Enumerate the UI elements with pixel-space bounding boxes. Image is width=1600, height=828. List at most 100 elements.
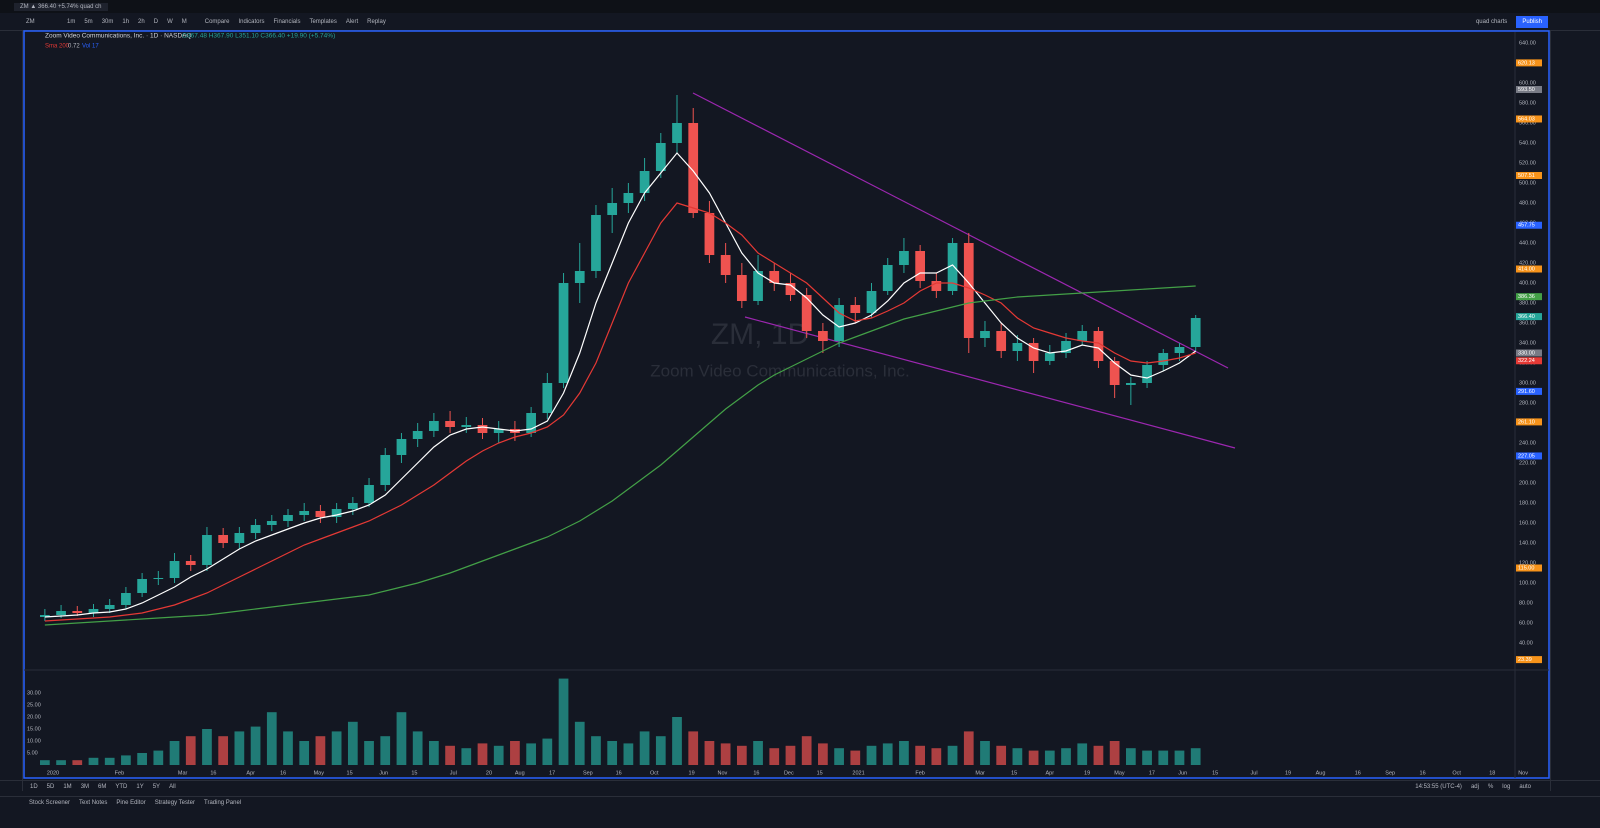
- x-tick-label: 20: [486, 770, 492, 776]
- price-marker-label: 620.13: [1518, 60, 1535, 66]
- panel-tabs: Stock Screener Text Notes Pine Editor Strat…: [0, 796, 1600, 809]
- volume-bar: [1125, 748, 1136, 765]
- interval[interactable]: M: [181, 19, 187, 25]
- volume-bar: [1077, 743, 1088, 765]
- tab[interactable]: ZM ▲ 366.40 +5.74% quad ch: [14, 2, 108, 11]
- interval[interactable]: 1m: [67, 19, 76, 25]
- candle-body: [736, 275, 747, 301]
- candle-body: [623, 193, 634, 203]
- interval[interactable]: D: [153, 19, 159, 25]
- legend-ohlc: O367.48 H367.90 L351.10 C366.40 +19.90 (…: [182, 33, 335, 40]
- volume-bar: [1158, 750, 1169, 765]
- volume-tick-label: 10.00: [27, 738, 41, 744]
- x-tick-label: Oct: [1452, 770, 1461, 776]
- volume-bar: [980, 741, 990, 765]
- y-tick-label: 160.00: [1519, 520, 1536, 526]
- range[interactable]: 6M: [98, 784, 107, 790]
- y-tick-label: 340.00: [1519, 340, 1536, 346]
- volume-bar: [882, 743, 893, 765]
- x-tick-label: 15: [411, 770, 417, 776]
- range[interactable]: 1D: [30, 784, 38, 790]
- y-tick-label: 380.00: [1519, 300, 1536, 306]
- x-tick-label: 18: [1489, 770, 1495, 776]
- volume-bar: [380, 736, 391, 765]
- interval[interactable]: 30m: [101, 19, 114, 25]
- candle-body: [980, 331, 990, 338]
- interval[interactable]: 2h: [138, 19, 145, 25]
- volume-bar: [234, 731, 245, 765]
- candle-body: [396, 439, 407, 455]
- x-tick-label: 16: [210, 770, 216, 776]
- candle-body: [607, 203, 618, 215]
- toolbar-button[interactable]: Indicators: [238, 19, 265, 25]
- candle-body: [1125, 383, 1136, 385]
- range[interactable]: All: [169, 784, 176, 790]
- candle-body: [88, 609, 99, 613]
- symbol[interactable]: ZM: [26, 19, 35, 25]
- x-tick-label: 17: [549, 770, 555, 776]
- candle-body: [850, 305, 861, 313]
- panel-tab[interactable]: Trading Panel: [204, 800, 242, 806]
- trendline[interactable]: [692, 92, 1229, 369]
- interval[interactable]: 5m: [84, 19, 93, 25]
- range[interactable]: 3M: [80, 784, 90, 790]
- volume-bar: [493, 745, 504, 765]
- clock: 14:53:55 (UTC-4): [1415, 784, 1462, 790]
- chart-frame: [23, 30, 1550, 779]
- x-tick-label: 15: [1011, 770, 1017, 776]
- candle-body: [1142, 365, 1152, 383]
- range[interactable]: 1M: [63, 784, 72, 790]
- layout[interactable]: quad charts: [1475, 19, 1508, 25]
- interval[interactable]: 1h: [122, 19, 130, 25]
- range[interactable]: 1Y: [136, 784, 144, 790]
- y-tick-label: 80.00: [1519, 600, 1533, 606]
- x-tick-label: Nov: [1518, 770, 1528, 776]
- range[interactable]: 5D: [46, 784, 55, 790]
- x-tick-label: Nov: [717, 770, 727, 776]
- toolbar-button[interactable]: Compare: [204, 19, 230, 25]
- options: adj% log auto: [1471, 784, 1540, 790]
- panel-tab[interactable]: Pine Editor: [116, 800, 146, 806]
- x-tick-label: 2020: [47, 770, 59, 776]
- candle-body: [1174, 347, 1185, 353]
- range[interactable]: YTD: [115, 784, 128, 790]
- candle-body: [1158, 353, 1169, 365]
- y-tick-label: 220.00: [1519, 460, 1536, 466]
- panel-tab[interactable]: Strategy Tester: [154, 800, 195, 806]
- x-tick-label: 19: [689, 770, 695, 776]
- candle-body: [769, 271, 780, 283]
- candle-body: [250, 525, 261, 533]
- x-tick-label: 15: [817, 770, 823, 776]
- toolbar-button[interactable]: Financials: [273, 19, 301, 25]
- price-marker-label: 414.00: [1518, 266, 1535, 272]
- panel-tab[interactable]: Text Notes: [79, 800, 108, 806]
- x-tick-label: 2021: [852, 770, 864, 776]
- x-tick-label: 16: [1355, 770, 1361, 776]
- panel-tab[interactable]: Stock Screener: [29, 800, 71, 806]
- volume-bar: [1109, 741, 1120, 765]
- chart: ZM, 1D Zoom Video Communications, Inc. Z…: [23, 30, 1550, 779]
- price-marker: [1516, 656, 1542, 664]
- candle-body: [315, 511, 326, 517]
- y-tick-label: 300.00: [1519, 380, 1536, 386]
- candle-body: [40, 615, 50, 617]
- toolbar-button[interactable]: Alert: [345, 19, 359, 25]
- option[interactable]: log: [1502, 784, 1511, 790]
- buttons: Compare Indicators Financials Templates Aler…: [205, 19, 395, 25]
- ranges: 1D 5D 1M 3M 6M YTD 1Y 5Y All: [30, 784, 185, 790]
- candle-body: [591, 215, 601, 271]
- publish[interactable]: Publish: [1516, 16, 1548, 28]
- option[interactable]: adj: [1470, 784, 1479, 790]
- option[interactable]: auto: [1519, 784, 1531, 790]
- volume-bar: [104, 757, 115, 765]
- candle-body: [380, 455, 391, 485]
- toolbar-button[interactable]: Replay: [367, 19, 386, 25]
- toolbar-button[interactable]: Templates: [309, 19, 337, 25]
- volume-bar: [785, 745, 796, 765]
- option[interactable]: %: [1487, 784, 1494, 790]
- volume-bar: [283, 731, 293, 765]
- volume-bar: [185, 736, 196, 765]
- range[interactable]: 5Y: [152, 784, 161, 790]
- interval[interactable]: W: [167, 19, 173, 25]
- candle-body: [655, 143, 666, 171]
